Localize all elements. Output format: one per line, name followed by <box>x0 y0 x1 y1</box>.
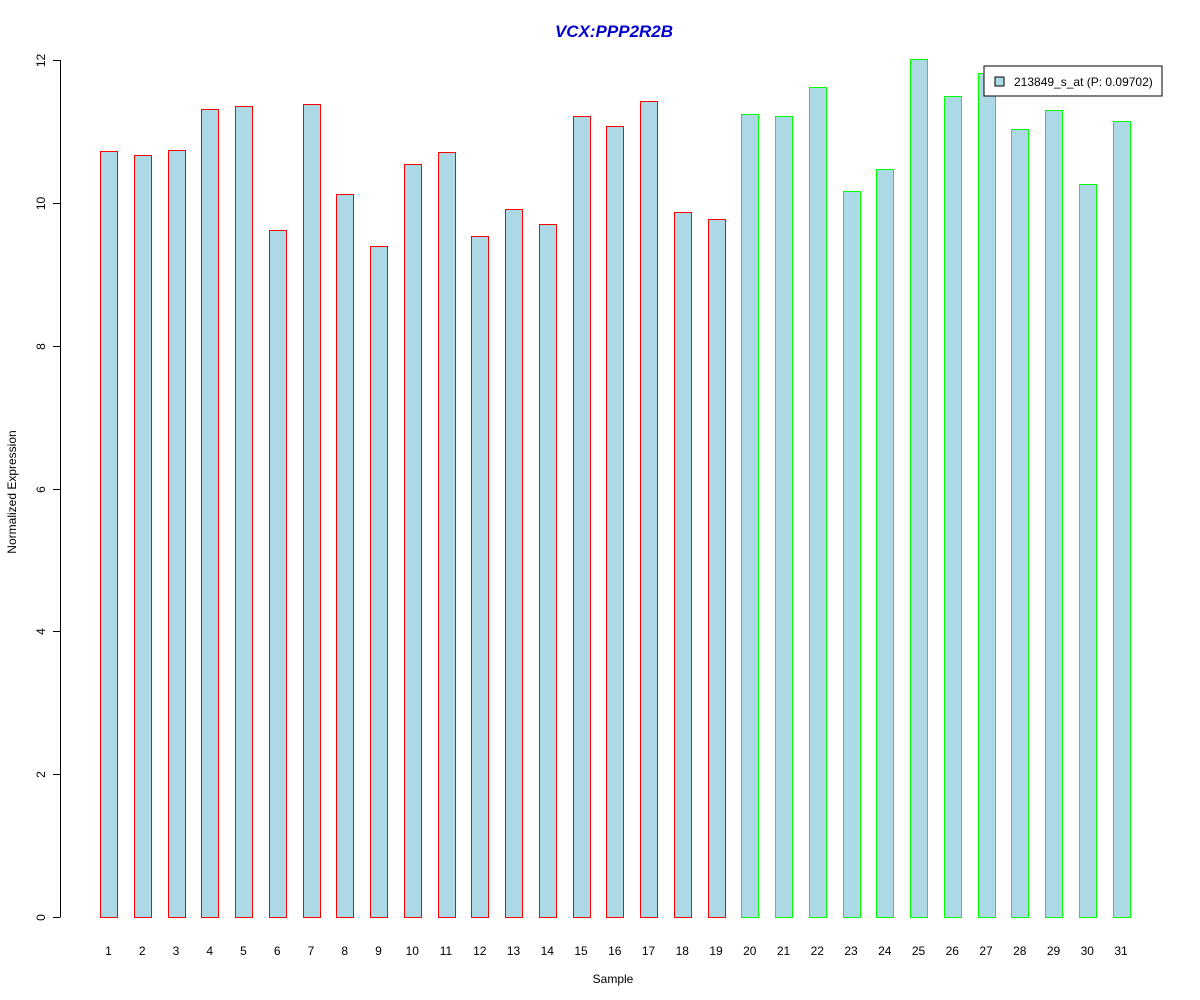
bar-sample-17 <box>640 101 658 918</box>
x-tick-label: 12 <box>473 944 487 958</box>
bar-sample-15 <box>573 116 591 918</box>
bar-sample-5 <box>235 106 253 918</box>
x-tick-label: 22 <box>811 944 825 958</box>
x-tick-label: 21 <box>777 944 791 958</box>
legend-entry: 213849_s_at (P: 0.09702) <box>1014 75 1153 89</box>
y-axis-label: Normalized Expression <box>5 430 19 553</box>
y-tick-label: 10 <box>34 197 48 211</box>
x-tick-label: 5 <box>240 944 247 958</box>
bar-sample-11 <box>438 152 456 918</box>
bar-sample-30 <box>1079 184 1097 918</box>
y-tick-label: 2 <box>34 771 48 778</box>
x-tick-label: 28 <box>1013 944 1027 958</box>
bar-sample-4 <box>201 109 219 918</box>
bar-sample-23 <box>843 191 861 918</box>
x-tick-label: 19 <box>709 944 723 958</box>
x-tick-label: 14 <box>541 944 555 958</box>
bar-sample-26 <box>944 96 962 918</box>
y-tick-label: 6 <box>34 486 48 493</box>
y-tick-label: 4 <box>34 628 48 635</box>
bar-sample-2 <box>134 155 152 918</box>
y-tick-label: 0 <box>34 914 48 921</box>
y-tick-label: 8 <box>34 343 48 350</box>
bar-sample-21 <box>775 116 793 918</box>
bar-sample-27 <box>978 73 996 918</box>
x-axis: 1 2 3 4 5 6 7 8 9 10 11 12 13 14 15 16 17 18 19 20 21 22 23 24 2… <box>105 944 1128 958</box>
bar-sample-13 <box>505 209 523 918</box>
bar-sample-18 <box>674 212 692 918</box>
bars <box>100 59 1131 918</box>
x-tick-label: 18 <box>676 944 690 958</box>
bar-sample-3 <box>168 150 186 918</box>
x-tick-label: 13 <box>507 944 521 958</box>
bar-sample-6 <box>269 230 287 918</box>
x-tick-label: 10 <box>406 944 420 958</box>
x-tick-label: 6 <box>274 944 281 958</box>
x-tick-label: 15 <box>574 944 588 958</box>
x-tick-label: 16 <box>608 944 622 958</box>
bar-sample-19 <box>708 219 726 918</box>
x-tick-label: 2 <box>139 944 146 958</box>
x-tick-label: 27 <box>979 944 993 958</box>
x-tick-label: 1 <box>105 944 112 958</box>
y-tick-label: 12 <box>34 54 48 68</box>
bar-sample-20 <box>741 114 759 918</box>
y-axis: 0 2 4 6 8 10 12 <box>34 54 61 921</box>
bar-sample-22 <box>809 87 827 918</box>
x-tick-label: 17 <box>642 944 656 958</box>
x-tick-label: 23 <box>844 944 858 958</box>
bar-sample-16 <box>606 126 624 918</box>
bar-sample-9 <box>370 246 388 918</box>
bar-sample-25 <box>910 59 928 918</box>
bar-sample-10 <box>404 164 422 918</box>
x-axis-label: Sample <box>593 972 634 986</box>
x-tick-label: 4 <box>206 944 213 958</box>
bar-sample-29 <box>1045 110 1063 918</box>
x-tick-label: 8 <box>341 944 348 958</box>
x-tick-label: 26 <box>946 944 960 958</box>
bar-sample-8 <box>336 194 354 918</box>
x-tick-label: 20 <box>743 944 757 958</box>
legend-box <box>983 65 1163 97</box>
chart-title: VCX:PPP2R2B <box>555 22 673 41</box>
x-tick-label: 31 <box>1114 944 1128 958</box>
bar-sample-24 <box>876 169 894 918</box>
x-tick-label: 25 <box>912 944 926 958</box>
x-tick-label: 11 <box>440 944 453 958</box>
x-tick-label: 29 <box>1047 944 1061 958</box>
x-tick-label: 24 <box>878 944 892 958</box>
x-tick-label: 30 <box>1081 944 1095 958</box>
bar-sample-1 <box>100 151 118 918</box>
legend-swatch <box>994 76 1005 87</box>
x-tick-label: 9 <box>375 944 382 958</box>
x-tick-label: 3 <box>173 944 180 958</box>
bar-sample-31 <box>1113 121 1131 918</box>
x-tick-label: 7 <box>308 944 315 958</box>
bar-sample-12 <box>471 236 489 918</box>
legend: 213849_s_at (P: 0.09702) <box>983 65 1163 97</box>
bar-sample-28 <box>1011 129 1029 918</box>
bar-sample-14 <box>539 224 557 918</box>
bar-sample-7 <box>303 104 321 918</box>
